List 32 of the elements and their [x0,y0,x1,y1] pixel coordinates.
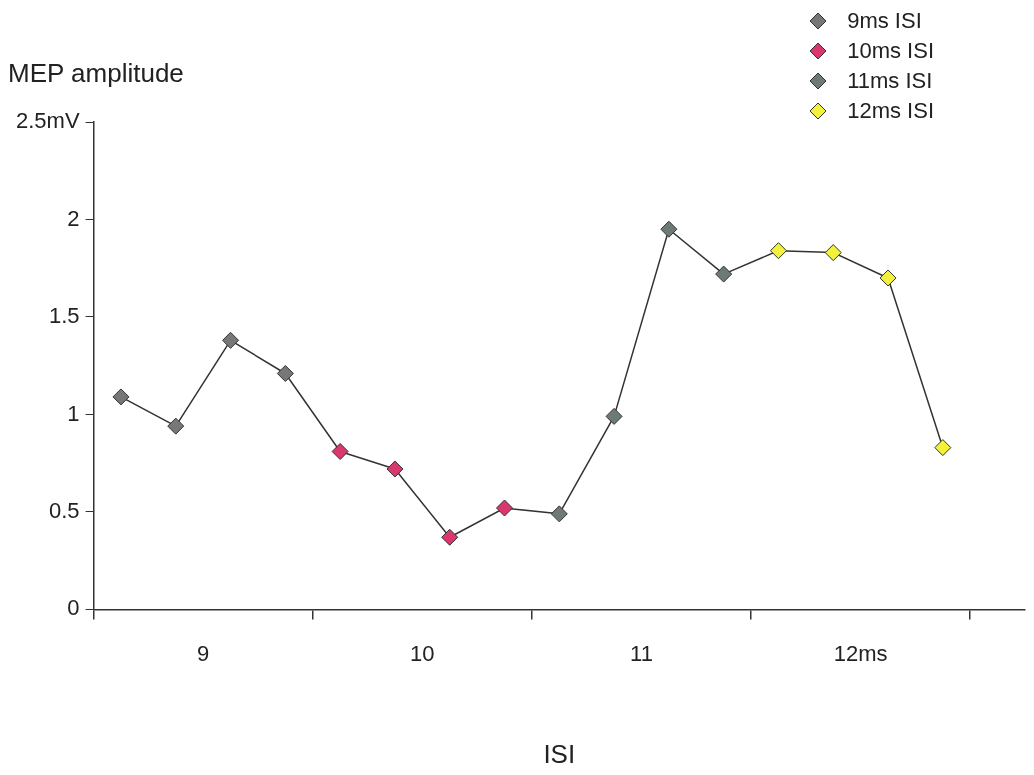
legend-label: 12ms ISI [847,98,934,124]
x-tick-label: 9 [197,640,210,666]
point [605,407,623,425]
y-tick-label: 1.5 [48,303,80,329]
legend-label: 11ms ISI [847,68,933,94]
point [879,269,897,287]
point [715,265,733,283]
legend-label: 9ms ISI [847,8,922,34]
point [441,528,459,546]
point [550,505,568,523]
point [222,331,240,349]
point [769,242,787,260]
point [112,388,130,406]
point [660,220,678,238]
point [496,499,513,517]
y-tick-label: 2.5mV [15,108,80,134]
x-tick-label: 10 [410,640,435,666]
point [824,244,842,262]
x-axis-title: ISI [543,738,576,769]
y-tick-label: 0 [67,595,80,621]
x-tick-label: 12ms [833,640,888,666]
legend-label: 10ms ISI [847,38,934,64]
y-axis-title: MEP amplitude [8,58,184,89]
y-tick-label: 2 [67,205,80,231]
point [386,460,404,478]
point [934,439,952,457]
point [331,442,349,460]
point [276,365,294,382]
y-tick-label: 1 [67,400,80,426]
point [167,417,185,435]
y-tick-label: 0.5 [48,497,80,523]
x-tick-label: 11 [630,640,653,666]
